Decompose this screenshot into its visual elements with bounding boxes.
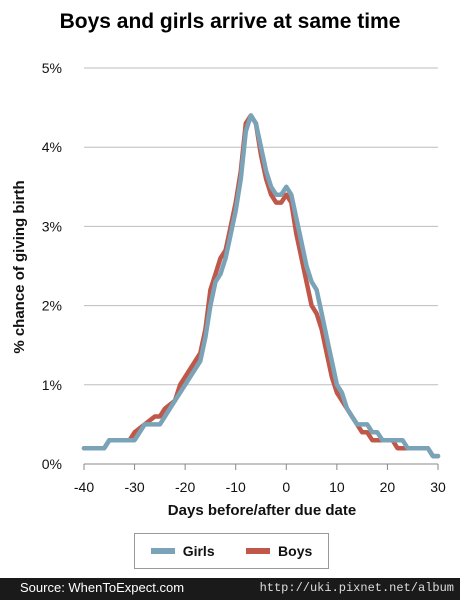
x-tick-label: 0 <box>282 479 290 495</box>
chart-title: Boys and girls arrive at same time <box>59 10 401 33</box>
x-tick-label: 10 <box>329 479 345 495</box>
x-tick-label: -10 <box>226 479 246 495</box>
y-tick-label: 4% <box>42 139 62 155</box>
series-line-girls <box>81 113 441 459</box>
y-tick-label: 3% <box>42 218 62 234</box>
y-tick-label: 5% <box>42 60 62 76</box>
legend: Girls Boys <box>134 533 329 569</box>
legend-swatch-girls <box>150 548 175 554</box>
series-layer <box>81 113 441 459</box>
legend-label-girls: Girls <box>182 543 215 559</box>
legend-label-boys: Boys <box>278 543 313 559</box>
x-tick-label: -20 <box>175 479 195 495</box>
series-line-boys <box>81 113 441 459</box>
footer-bar: Source: WhenToExpect.com http://uki.pixn… <box>0 578 460 600</box>
legend-swatch-boys <box>246 548 271 554</box>
legend-item-girls: Girls <box>150 543 215 559</box>
x-tick-label: -40 <box>74 479 94 495</box>
x-axis-title: Days before/after due date <box>168 502 356 519</box>
y-tick-label: 0% <box>42 456 62 472</box>
grid-layer <box>84 67 438 465</box>
y-axis-title: % chance of giving birth <box>11 180 28 353</box>
x-tick-label: 20 <box>380 479 396 495</box>
source-note: Source: WhenToExpect.com <box>20 580 185 595</box>
y-axis: 0% 1% 2% 3% 4% 5% <box>42 60 62 472</box>
line-chart: 0% 1% 2% 3% 4% 5% -40 -30 -20 -10 0 10 20 30 Days be… <box>11 60 446 519</box>
x-tick-label: -30 <box>124 479 144 495</box>
legend-item-boys: Boys <box>246 543 312 559</box>
x-axis: -40 -30 -20 -10 0 10 20 30 <box>74 464 446 495</box>
y-tick-label: 2% <box>42 298 62 314</box>
watermark: http://uki.pixnet.net/album <box>259 581 454 595</box>
y-tick-label: 1% <box>42 377 62 393</box>
x-tick-label: 30 <box>430 479 446 495</box>
